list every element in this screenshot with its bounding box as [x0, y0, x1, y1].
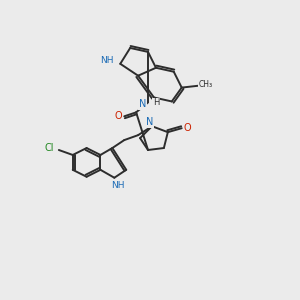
Text: N: N: [139, 99, 146, 110]
Text: O: O: [184, 123, 191, 133]
Text: Cl: Cl: [44, 143, 54, 153]
Text: NH: NH: [112, 181, 125, 190]
Text: NH: NH: [100, 56, 113, 65]
Text: N: N: [146, 117, 154, 127]
Text: CH₃: CH₃: [198, 80, 212, 89]
Text: O: O: [115, 111, 122, 121]
Text: H: H: [153, 98, 159, 107]
